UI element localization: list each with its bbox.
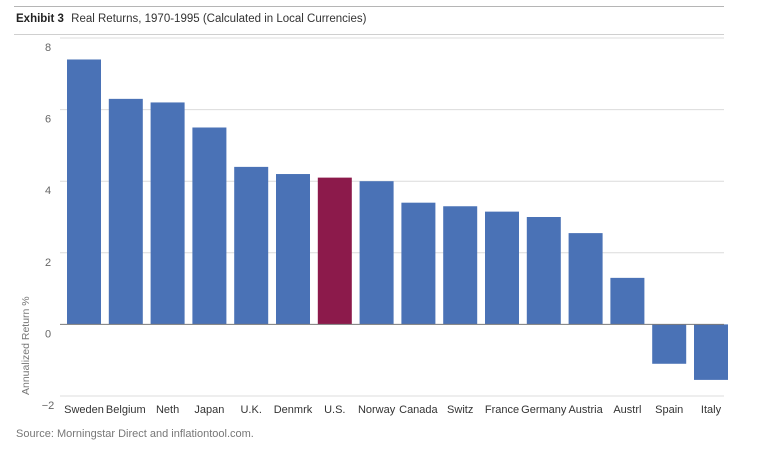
x-tick-label: Austrl (613, 404, 641, 416)
source-note: Source: Morningstar Direct and inflation… (16, 428, 254, 440)
x-tick-label: U.S. (324, 404, 345, 416)
x-tick-label: Austria (568, 404, 603, 416)
bar (192, 127, 227, 325)
bar (108, 98, 143, 325)
x-tick-label: Italy (701, 404, 722, 416)
y-tick-label: 8 (45, 42, 51, 54)
bar (443, 206, 478, 325)
exhibit-label: Exhibit 3 (16, 13, 64, 25)
title-rule (14, 34, 724, 35)
top-rule (14, 6, 724, 7)
bar (526, 217, 561, 325)
y-tick-label: 6 (45, 114, 51, 126)
y-axis-label: Annualized Return % (20, 296, 32, 395)
x-tick-label: France (485, 404, 519, 416)
x-tick-label: Switz (447, 404, 473, 416)
x-tick-label: Norway (358, 404, 396, 416)
bar (234, 166, 269, 325)
bars (67, 59, 728, 380)
x-tick-label: Canada (399, 404, 438, 416)
bar (694, 324, 728, 380)
bar (317, 177, 352, 325)
chart-title: Real Returns, 1970-1995 (Calculated in L… (71, 13, 367, 25)
bar (485, 211, 519, 325)
bar (610, 277, 645, 325)
bar (150, 102, 185, 325)
bar (67, 59, 101, 325)
x-tick-label: Germany (521, 404, 567, 416)
x-tick-label: U.K. (240, 404, 261, 416)
x-tick-label: Belgium (106, 404, 146, 416)
axis: −2 0 2 4 6 8 Sweden Belgium Neth Japan U.K. Denmrk U… (42, 42, 724, 416)
x-tick-label: Spain (655, 404, 683, 416)
y-tick-label: 0 (45, 328, 51, 340)
bar (568, 233, 603, 325)
y-tick-label: 2 (45, 257, 51, 269)
y-tick-label: 4 (45, 185, 51, 197)
x-tick-label: Sweden (64, 404, 104, 416)
x-tick-label: Japan (194, 404, 224, 416)
x-tick-label: Neth (156, 404, 179, 416)
y-tick-label: −2 (42, 400, 55, 412)
bar (276, 174, 310, 325)
bar (652, 324, 687, 364)
x-tick-label: Denmrk (274, 404, 313, 416)
bar (359, 181, 394, 325)
chart-header: Exhibit 3 Real Returns, 1970-1995 (Calcu… (16, 13, 366, 25)
bar (401, 202, 436, 325)
